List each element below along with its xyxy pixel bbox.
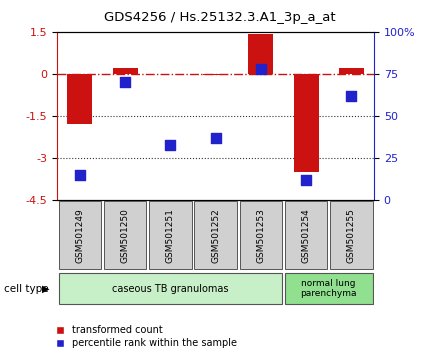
Bar xyxy=(293,74,319,172)
Bar xyxy=(339,68,364,74)
Bar xyxy=(149,201,191,269)
Text: GSM501253: GSM501253 xyxy=(257,208,265,263)
Bar xyxy=(330,201,373,269)
Bar xyxy=(203,74,228,75)
Text: GSM501251: GSM501251 xyxy=(166,208,175,263)
Text: ▶: ▶ xyxy=(42,284,50,294)
Text: caseous TB granulomas: caseous TB granulomas xyxy=(112,284,229,293)
Point xyxy=(167,142,174,147)
Text: GSM501255: GSM501255 xyxy=(347,208,356,263)
Point xyxy=(257,66,264,72)
Legend: transformed count, percentile rank within the sample: transformed count, percentile rank withi… xyxy=(49,324,238,349)
Text: normal lung
parenchyma: normal lung parenchyma xyxy=(301,279,357,298)
Bar xyxy=(104,201,147,269)
Point xyxy=(348,93,355,99)
Text: cell type: cell type xyxy=(4,284,49,294)
Bar xyxy=(194,201,237,269)
Text: GSM501250: GSM501250 xyxy=(121,208,130,263)
Point xyxy=(212,135,219,141)
Bar xyxy=(59,273,282,304)
Bar xyxy=(240,201,282,269)
Bar xyxy=(249,34,273,74)
Bar xyxy=(59,201,101,269)
Point xyxy=(303,177,310,183)
Text: GDS4256 / Hs.25132.3.A1_3p_a_at: GDS4256 / Hs.25132.3.A1_3p_a_at xyxy=(104,11,336,24)
Point xyxy=(76,172,83,178)
Bar xyxy=(67,74,92,124)
Bar xyxy=(285,273,373,304)
Bar xyxy=(113,68,138,74)
Bar xyxy=(285,201,327,269)
Text: GSM501252: GSM501252 xyxy=(211,208,220,263)
Text: GSM501254: GSM501254 xyxy=(301,208,311,263)
Text: GSM501249: GSM501249 xyxy=(75,208,84,263)
Point xyxy=(121,80,128,85)
